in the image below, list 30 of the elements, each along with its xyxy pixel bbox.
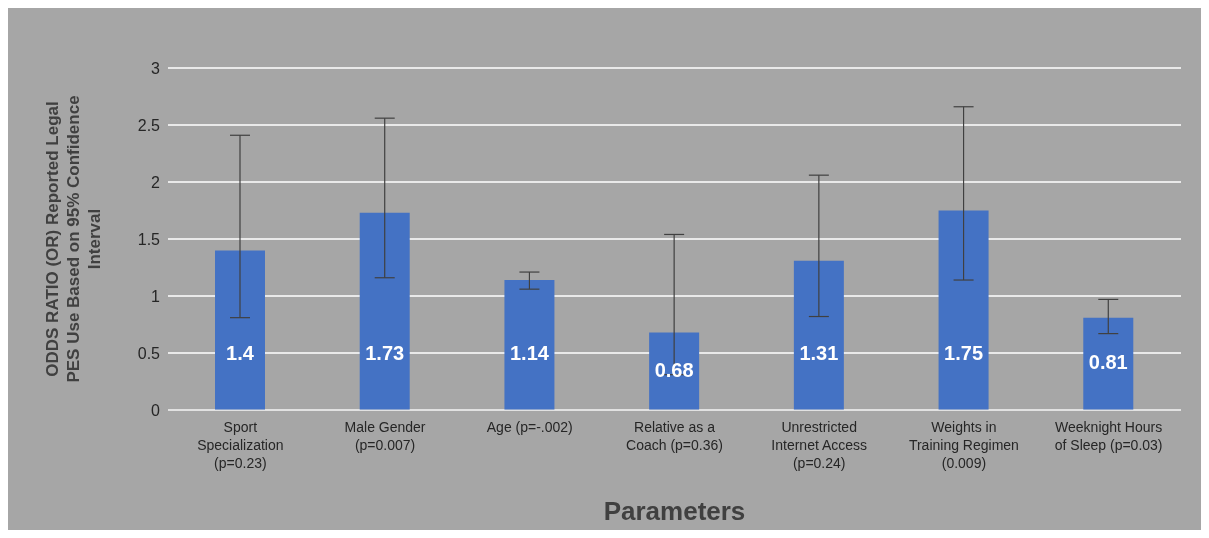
- bar: [504, 280, 555, 410]
- bar: [649, 332, 700, 410]
- data-label: 1.14: [509, 342, 550, 365]
- y-tick-label: 3: [151, 59, 161, 77]
- y-axis-title: ODDS RATIO (OR) Reported Legal PES Use Based on 95% Confidence Interval: [43, 95, 104, 383]
- data-label: 0.81: [1088, 351, 1128, 374]
- bar: [938, 210, 989, 410]
- bar: [793, 260, 844, 410]
- bar: [215, 250, 265, 410]
- data-label: 1.4: [226, 342, 255, 365]
- x-tick-label: Age (p=-.002): [486, 419, 573, 435]
- data-label: 1.73: [365, 342, 405, 365]
- x-tick-label: Sport Specialization (p=0.23): [197, 419, 284, 471]
- data-label: 1.31: [799, 342, 839, 365]
- y-tick-label: 2.5: [137, 116, 161, 134]
- x-tick-label: Weeknight Hours of Sleep (p=0.03): [1054, 419, 1163, 453]
- data-label: 1.75: [944, 342, 984, 365]
- x-tick-label: Relative as a Coach (p=0.36): [626, 419, 723, 453]
- y-tick-label: 0: [151, 401, 161, 419]
- y-tick-label: 1.5: [137, 230, 161, 248]
- bar: [359, 212, 410, 410]
- x-axis-title: Parameters: [603, 496, 746, 526]
- x-tick-label: Weights in Training Regimen (0.009): [908, 419, 1019, 471]
- bar: [1083, 317, 1134, 410]
- x-tick-label: Male Gender (p=0.007): [344, 419, 426, 453]
- y-tick-label: 1: [151, 287, 161, 305]
- y-tick-label: 0.5: [137, 344, 161, 362]
- data-label: 0.68: [654, 358, 694, 381]
- y-tick-label: 2: [151, 173, 161, 191]
- x-tick-label: Unrestricted Internet Access (p=0.24): [771, 419, 868, 471]
